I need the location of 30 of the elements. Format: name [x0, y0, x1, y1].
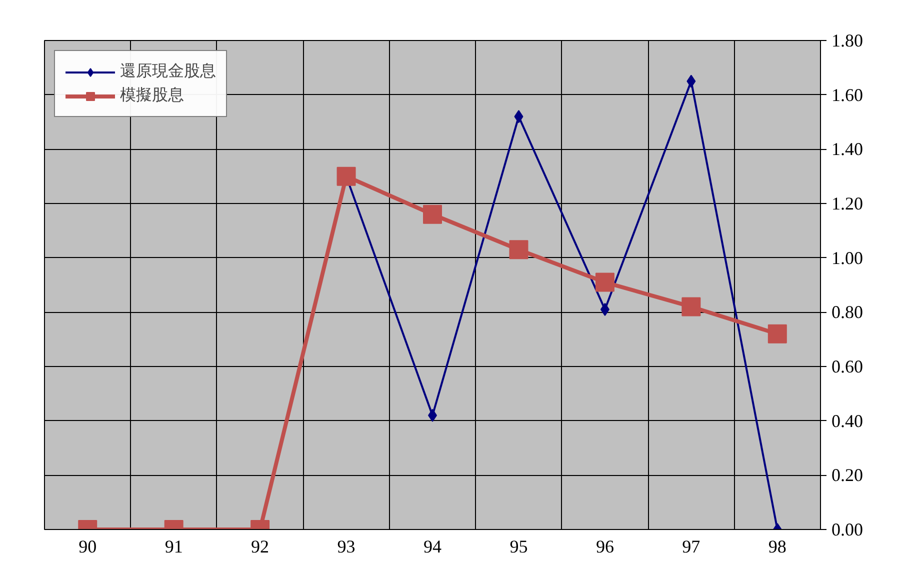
point [336, 166, 356, 186]
point [509, 240, 528, 260]
x-tick-label: 94 [424, 536, 442, 556]
point [595, 272, 614, 292]
x-tick-label: 92 [251, 536, 270, 556]
point [686, 74, 696, 88]
y-tick-label: 0.00 [832, 520, 863, 540]
x-tick-label: 97 [682, 536, 700, 556]
x-tick-label: 91 [164, 536, 183, 556]
y-tick-label: 1.40 [832, 139, 863, 160]
y-tick-label: 1.20 [832, 194, 863, 214]
x-tick-label: 96 [596, 536, 614, 556]
x-tick-label: 98 [768, 536, 786, 556]
point [682, 297, 701, 316]
x-tick-label: 93 [337, 536, 356, 556]
legend-label: 模擬股息 [120, 85, 184, 106]
y-tick-label: 1.60 [832, 84, 863, 105]
y-tick-label: 0.20 [832, 465, 863, 486]
y-tick-label: 0.80 [832, 302, 863, 322]
legend-label: 還原現金股息 [120, 61, 216, 82]
point [514, 110, 524, 124]
point [600, 302, 610, 316]
y-tick-label: 1.00 [832, 248, 863, 268]
x-tick-label: 95 [510, 536, 528, 556]
x-tick-label: 90 [78, 536, 97, 556]
point [423, 204, 442, 224]
y-tick-label: 0.40 [832, 410, 863, 431]
y-tick-label: 0.60 [832, 356, 863, 376]
y-tick-label: 1.80 [832, 30, 863, 50]
point [768, 324, 787, 344]
